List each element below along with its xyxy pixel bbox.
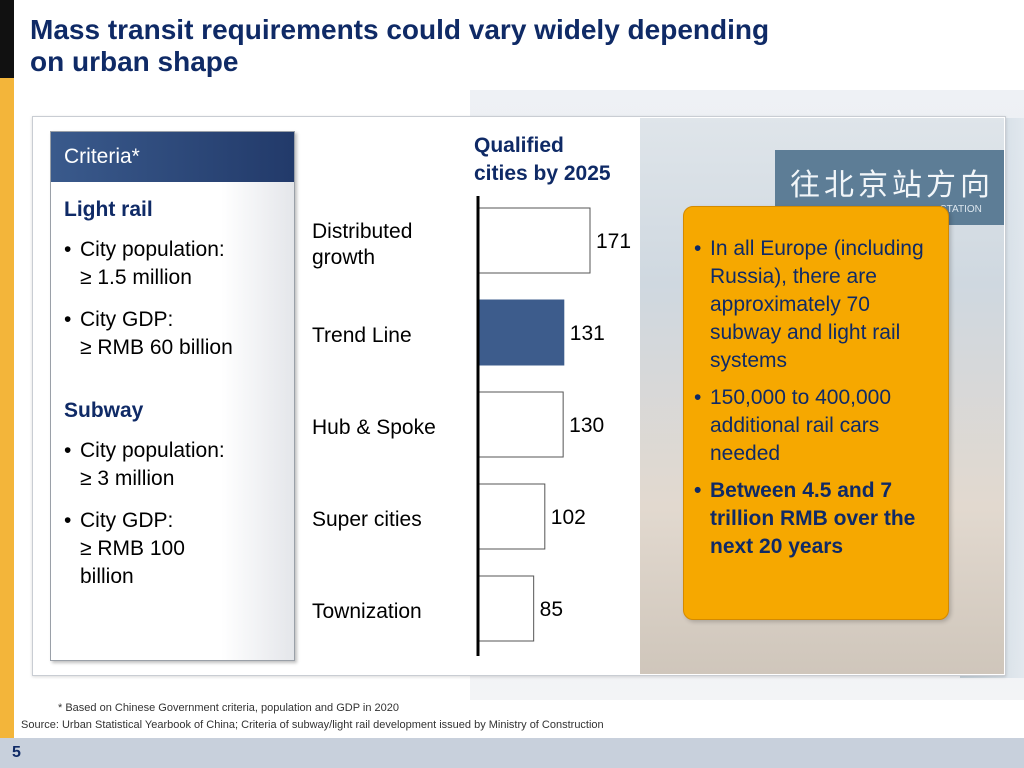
light-rail-population-label: City population: [80, 238, 225, 261]
subway-gdp-value: ≥ RMB 100 [80, 537, 185, 560]
bar-townization [477, 575, 535, 642]
chart-title-line1: Qualified [474, 134, 564, 157]
category-label: Trend Line [312, 324, 412, 347]
value-label: 171 [596, 230, 631, 253]
light-rail-population-value: ≥ 1.5 million [80, 266, 192, 289]
bar-distributed-growth [477, 207, 591, 274]
europe-callout: In all Europe (including Russia), there … [683, 206, 949, 620]
value-label: 102 [551, 506, 586, 529]
chart-title: Qualified cities by 2025 [474, 132, 611, 188]
value-label: 85 [540, 598, 563, 621]
bar-chart-svg: 171 Distributed growth 131 Trend Line 130 Hub … [312, 196, 631, 656]
callout-item-europe-systems: In all Europe (including Russia), there … [694, 235, 936, 375]
subway-gdp-item: City GDP: ≥ RMB 100 billion [64, 507, 289, 591]
light-rail-heading: Light rail [64, 198, 153, 221]
slide-title-line2: on urban shape [30, 46, 239, 77]
callout-item-rail-cars: 150,000 to 400,000 additional rail cars … [694, 384, 936, 468]
subway-population-label: City population: [80, 439, 225, 462]
page-number: 5 [12, 744, 21, 761]
category-label: Distributed growth [312, 220, 412, 269]
category-label: Hub & Spoke [312, 416, 436, 439]
subway-population-item: City population: ≥ 3 million [64, 437, 289, 493]
bar-hub-spoke [477, 391, 564, 458]
category-label: Townization [312, 600, 422, 623]
category-label: Super cities [312, 508, 422, 531]
criteria-header: Criteria* [51, 132, 294, 182]
qualified-cities-chart: 171 Distributed growth 131 Trend Line 130 Hub … [300, 190, 680, 660]
subway-heading: Subway [64, 399, 144, 422]
criteria-box: Criteria* Light rail City population: ≥ … [50, 131, 295, 661]
subway-gdp-label: City GDP: [80, 509, 174, 532]
bar-super-cities [477, 483, 546, 550]
station-sign-subtext: STATION [940, 204, 982, 215]
slide-title: Mass transit requirements could vary wid… [30, 14, 910, 78]
light-rail-population-item: City population: ≥ 1.5 million [64, 236, 289, 292]
bar-trend-line [477, 299, 565, 366]
light-rail-gdp-value: ≥ RMB 60 billion [80, 336, 233, 359]
left-accent-strip [0, 78, 14, 738]
light-rail-gdp-label: City GDP: [80, 308, 174, 331]
value-label: 131 [570, 322, 605, 345]
subway-gdp-value-cont: billion [80, 565, 134, 588]
left-accent-strip-top [0, 0, 14, 78]
chart-title-line2: cities by 2025 [474, 162, 611, 185]
callout-item-investment: Between 4.5 and 7 trillion RMB over the … [694, 477, 936, 561]
criteria-header-label: Criteria* [64, 145, 140, 168]
light-rail-gdp-item: City GDP: ≥ RMB 60 billion [64, 306, 289, 362]
source-note: Source: Urban Statistical Yearbook of Ch… [21, 719, 604, 731]
station-sign-text: 往北京站方向 [790, 169, 994, 202]
slide-title-line1: Mass transit requirements could vary wid… [30, 14, 770, 45]
value-label: 130 [569, 414, 604, 437]
footnote: * Based on Chinese Government criteria, … [58, 702, 400, 714]
subway-population-value: ≥ 3 million [80, 467, 175, 490]
footer-bar [0, 738, 1024, 768]
